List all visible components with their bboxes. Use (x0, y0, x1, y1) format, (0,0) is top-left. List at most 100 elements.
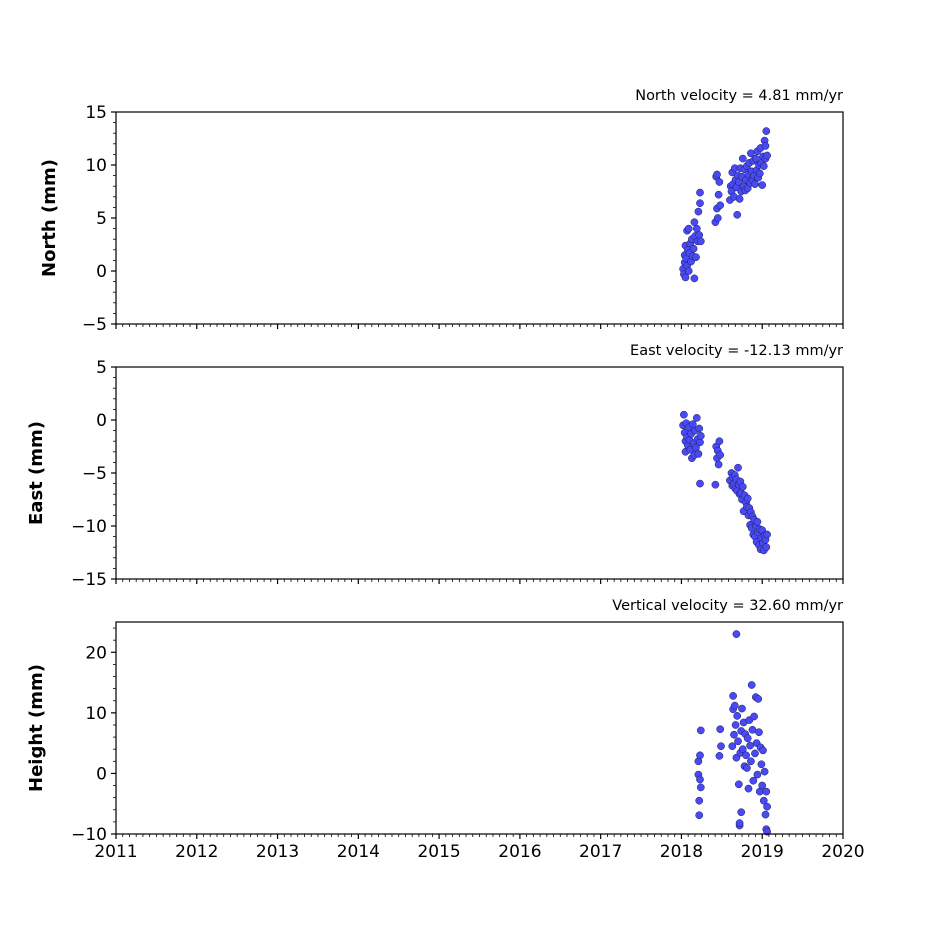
east-data-point (694, 450, 703, 458)
height-x-tick-label: 2019 (741, 842, 784, 862)
east-data-point (711, 480, 720, 489)
height-y-axis-label: Height (mm) (26, 664, 47, 792)
north-panel: North velocity = 4.81 mm/yr North (mm) −… (39, 88, 844, 335)
north-data-point (763, 151, 771, 160)
height-x-tick-label: 2018 (660, 842, 703, 862)
height-data-point (743, 764, 751, 772)
north-data-point (751, 154, 760, 163)
height-data-point (717, 742, 725, 751)
north-data-point (692, 224, 701, 233)
east-data-point (696, 438, 704, 447)
north-y-tick-label: 10 (85, 156, 107, 176)
north-y-tick-label: 5 (96, 209, 107, 229)
north-data-point (755, 169, 764, 178)
north-y-tick-label: 15 (85, 103, 107, 123)
height-data-point (696, 726, 705, 735)
east-y-axis-label: East (mm) (26, 421, 47, 525)
height-data-point (729, 692, 737, 700)
east-data-point (716, 451, 725, 459)
north-data-point (716, 201, 725, 210)
height-x-tick-label: 2017 (579, 842, 622, 862)
height-data-point (716, 725, 725, 734)
north-y-axis-label: North (mm) (39, 159, 60, 277)
east-data-point (696, 479, 704, 488)
east-data-point (734, 463, 742, 472)
height-y-tick-label: −10 (71, 825, 107, 845)
height-data-point (751, 749, 759, 758)
height-data-point (758, 781, 767, 790)
north-data-point (761, 142, 770, 150)
height-data-point (757, 760, 766, 769)
north-data-point (684, 267, 693, 275)
east-data-point (738, 482, 747, 491)
north-data-point (762, 127, 771, 135)
height-x-tick-label: 2014 (337, 842, 380, 862)
height-data-point (753, 770, 762, 779)
north-data-point (681, 273, 690, 282)
height-data-point (735, 819, 744, 827)
height-data-point (738, 704, 746, 713)
height-data-point (715, 752, 724, 760)
height-data-point (728, 742, 737, 751)
height-x-tick-label: 2011 (94, 842, 137, 862)
east-data-point (753, 517, 762, 526)
north-data-point (758, 181, 767, 189)
height-data-point (763, 802, 771, 811)
height-panel: Vertical velocity = 32.60 mm/yr Height (… (26, 598, 865, 862)
north-data-point (733, 210, 742, 219)
height-data-point (734, 780, 743, 789)
north-panel-title: North velocity = 4.81 mm/yr (635, 88, 843, 104)
east-y-tick-label: 5 (96, 358, 107, 378)
height-data-point (695, 811, 704, 820)
height-data-point (759, 746, 767, 755)
height-x-tick-label: 2016 (498, 842, 541, 862)
height-data-point (761, 810, 770, 819)
north-data-point (692, 253, 700, 262)
north-data-point (714, 190, 723, 199)
east-data-point (763, 530, 771, 539)
height-data-point (696, 775, 704, 784)
north-data-point (735, 195, 744, 203)
east-panel: East velocity = -12.13 mm/yr East (mm) −… (26, 343, 844, 590)
north-data-point (696, 188, 704, 197)
north-y-tick-label: 0 (96, 262, 107, 282)
east-y-tick-label: −5 (82, 464, 107, 484)
height-data-point (742, 751, 750, 760)
east-y-tick-label: 0 (96, 411, 107, 431)
height-y-tick-label: 10 (85, 704, 107, 724)
east-data-point (714, 460, 723, 469)
height-data-point (696, 783, 705, 792)
east-data-point (715, 437, 724, 446)
height-y-tick-label: 20 (85, 643, 107, 663)
north-data-point (684, 224, 693, 233)
height-data-point (734, 737, 742, 746)
height-data-point (760, 767, 769, 776)
height-x-tick-label: 2020 (821, 842, 864, 862)
north-data-point (713, 170, 721, 179)
north-data-point (713, 214, 722, 222)
height-data-point (695, 796, 704, 805)
height-data-point (754, 695, 763, 703)
height-data-point (733, 712, 742, 720)
height-data-point (743, 734, 752, 743)
height-data-point (730, 730, 738, 739)
north-plot-frame (115, 111, 844, 325)
north-data-point (696, 237, 705, 246)
north-data-point (696, 199, 704, 208)
height-data-point (762, 787, 771, 796)
east-data-point (695, 424, 704, 433)
north-data-point (715, 178, 724, 186)
height-data-point (759, 796, 768, 805)
east-panel-title: East velocity = -12.13 mm/yr (630, 343, 843, 359)
height-x-tick-label: 2013 (256, 842, 299, 862)
height-data-point (747, 757, 755, 766)
height-ticks: −10 0 10 20 2011 2012 2013 2014 2015 2016 2017 2018… (71, 627, 865, 862)
height-data-point (732, 630, 741, 638)
north-data-point (695, 231, 704, 239)
height-data-point (750, 712, 758, 721)
height-data-point (747, 681, 756, 689)
north-data-point (694, 207, 703, 216)
north-data-point (690, 274, 699, 283)
north-data-point (751, 180, 759, 188)
